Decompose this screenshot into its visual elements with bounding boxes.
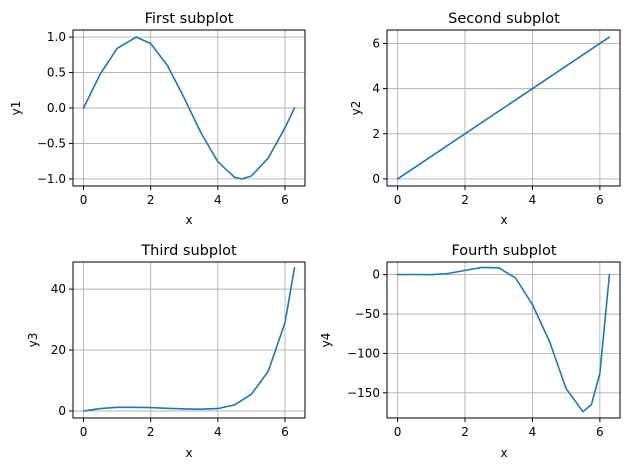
subplot-2-ylabel: y2 <box>349 101 363 116</box>
subplot-1-title: First subplot <box>145 11 234 27</box>
subplot-4: Fourth subplot x y4 0 2 4 6 0 −50 −100 −150 <box>319 243 621 460</box>
subplot-3-ytick-label-1: 20 <box>51 343 66 357</box>
subplot-1-ytick-label-0: −1.0 <box>37 172 66 186</box>
subplot-2-axes-frame <box>386 29 621 187</box>
subplot-2-series-line <box>396 36 611 180</box>
subplot-4-series-line <box>396 266 611 413</box>
subplot-1-ytick-label-4: 1.0 <box>47 30 66 44</box>
subplot-4-ytick-label-1: −50 <box>355 307 380 321</box>
subplot-2-ytick-label-3: 6 <box>372 36 380 50</box>
subplot-4-ytick-label-0: 0 <box>372 268 380 282</box>
subplot-3-ytick-label-0: 0 <box>58 404 66 418</box>
subplot-1-ytick-label-2: 0.0 <box>47 101 66 115</box>
subplot-1-ytick-label-1: −0.5 <box>37 136 66 150</box>
subplot-4-xtick-label-0: 0 <box>394 425 402 439</box>
subplot-1-ytick-label-3: 0.5 <box>47 66 66 80</box>
subplot-1-ylabel: y1 <box>9 101 23 116</box>
subplot-4-ytick-label-3: −150 <box>347 386 380 400</box>
subplot-3: Third subplot x y3 0 2 4 6 0 20 40 <box>26 243 306 460</box>
subplot-3-xtick-label-3: 6 <box>281 425 289 439</box>
subplot-2-xtick-label-0: 0 <box>394 193 402 207</box>
subplot-2: Second subplot x y2 0 2 4 6 0 2 4 6 <box>349 11 621 227</box>
subplot-1-xtick-label-0: 0 <box>80 193 88 207</box>
subplot-3-xtick-label-1: 2 <box>147 425 155 439</box>
subplot-2-ytick-label-0: 0 <box>372 172 380 186</box>
subplot-4-ytick-label-2: −100 <box>347 346 380 360</box>
subplot-2-title: Second subplot <box>448 11 560 27</box>
subplot-2-xtick-label-1: 2 <box>461 193 469 207</box>
subplot-3-ytick-label-2: 40 <box>51 282 66 296</box>
subplot-2-ytick-label-2: 4 <box>372 82 380 96</box>
subplot-3-ylabel: y3 <box>26 333 40 348</box>
subplot-3-xtick-label-2: 4 <box>214 425 222 439</box>
subplot-1-series-line <box>82 36 296 180</box>
subplot-3-xtick-label-0: 0 <box>80 425 88 439</box>
subplot-1-xtick-label-1: 2 <box>147 193 155 207</box>
subplot-2-xtick-label-2: 4 <box>529 193 537 207</box>
subplot-2-xtick-label-3: 6 <box>596 193 604 207</box>
subplot-4-xtick-label-3: 6 <box>596 425 604 439</box>
subplot-4-axes-frame <box>386 261 621 419</box>
subplot-4-xtick-label-2: 4 <box>529 425 537 439</box>
subplot-1-xtick-label-3: 6 <box>281 193 289 207</box>
subplot-3-title: Third subplot <box>140 243 237 259</box>
subplot-4-xlabel: x <box>500 446 507 460</box>
subplot-1-xlabel: x <box>185 213 192 227</box>
subplot-3-xlabel: x <box>185 446 192 460</box>
subplot-4-ylabel: y4 <box>319 333 333 348</box>
subplot-4-xtick-label-1: 2 <box>461 425 469 439</box>
subplot-2-xlabel: x <box>500 213 507 227</box>
subplot-2-ytick-label-1: 2 <box>372 127 380 141</box>
subplot-3-series-line <box>82 267 296 412</box>
subplot-1-xtick-label-2: 4 <box>214 193 222 207</box>
subplot-3-axes-frame <box>72 261 306 419</box>
subplot-4-title: Fourth subplot <box>451 243 556 259</box>
subplot-1: First subplot x y1 0 2 4 6 −1.0 −0.5 0.0 0.5 1.0 <box>9 11 306 227</box>
